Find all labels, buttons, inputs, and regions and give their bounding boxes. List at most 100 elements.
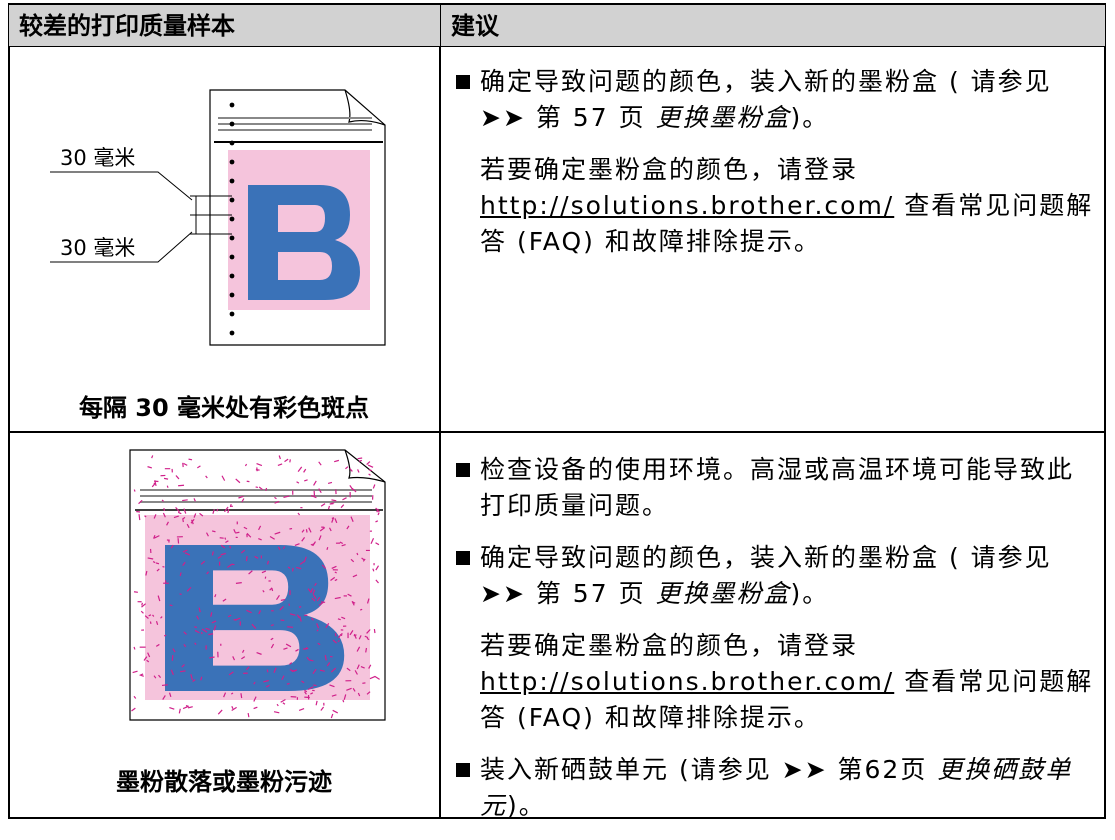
toner-speck [139, 514, 140, 520]
toner-speck [311, 544, 313, 545]
header-cell: 较差的打印质量样本 [9, 5, 440, 46]
toner-speck [162, 685, 168, 686]
toner-speck [142, 603, 143, 606]
advice-cell: 检查设备的使用环境。高湿或高温环境可能导致此打印质量问题。 确定导致问题的颜色，… [442, 452, 1102, 840]
spot [230, 179, 235, 184]
ref-title[interactable]: 更换墨粉盒 [656, 579, 791, 608]
advice-item: 若要确定墨粉盒的颜色，请登录 http://solutions.brother.c… [442, 628, 1102, 736]
toner-speck [183, 518, 184, 522]
toner-speck [248, 713, 249, 717]
toner-speck [369, 470, 372, 471]
toner-speck [341, 633, 342, 636]
toner-speck [212, 531, 215, 532]
toner-speck [180, 594, 182, 595]
spot [230, 160, 235, 165]
page-ref: 第62页 [838, 755, 928, 784]
toner-speck [164, 478, 168, 479]
toner-speck [313, 685, 316, 686]
spot [230, 236, 235, 241]
page: 30 毫米 30 毫米 较差的打印质量样本 建议 每隔 30 毫米处有彩色斑点 … [0, 0, 1115, 820]
toner-speck [234, 620, 237, 621]
toner-speck [167, 486, 168, 488]
toner-speck [236, 583, 242, 584]
text: 若要确定墨粉盒的颜色，请登录 [480, 631, 858, 660]
toner-speck [134, 490, 135, 492]
toner-speck [235, 532, 239, 533]
spot [230, 331, 235, 336]
toner-speck [225, 538, 226, 540]
dimension-label: 30 毫米 [60, 146, 135, 170]
spot [230, 122, 235, 127]
spot [230, 293, 235, 298]
toner-speck [156, 563, 159, 564]
spot [230, 141, 235, 146]
toner-speck [367, 462, 370, 465]
toner-speck [327, 547, 328, 550]
toner-speck [306, 647, 307, 649]
advice-cell: 确定导致问题的颜色，装入新的墨粉盒 ( 请参见 ➤➤ 第 57 页 更换墨粉盒)。… [442, 64, 1102, 276]
toner-speck [164, 508, 165, 511]
toner-speck [208, 634, 213, 635]
toner-speck [335, 633, 336, 636]
toner-speck [172, 655, 173, 661]
spot [230, 198, 235, 203]
sample-spots: 30 毫米 30 毫米 [50, 90, 385, 345]
advice-item: 确定导致问题的颜色，装入新的墨粉盒 ( 请参见 ➤➤ 第 57 页 更换墨粉盒)。 [442, 64, 1102, 136]
page-ref: 第 57 页 [536, 579, 646, 608]
toner-speck [164, 635, 166, 636]
toner-speck [359, 460, 362, 461]
toner-speck [241, 693, 242, 698]
arrow: ➤➤ [480, 103, 526, 132]
dimension-label: 30 毫米 [60, 236, 135, 260]
toner-speck [246, 556, 247, 561]
spot [230, 255, 235, 260]
toner-speck [170, 605, 173, 606]
toner-speck [180, 573, 181, 576]
arrow: ➤➤ [480, 579, 526, 608]
toner-speck [150, 621, 151, 623]
link[interactable]: http://solutions.brother.com/ [480, 667, 894, 696]
header-cell: 建议 [441, 5, 1105, 46]
toner-speck [338, 619, 341, 620]
spot [230, 217, 235, 222]
toner-speck [267, 670, 268, 673]
advice-item: 确定导致问题的颜色，装入新的墨粉盒 ( 请参见 ➤➤ 第 57 页 更换墨粉盒)。 [442, 540, 1102, 612]
sample-caption: 墨粉散落或墨粉污迹 [8, 762, 440, 797]
arrow: ➤➤ [782, 755, 828, 784]
toner-speck [180, 671, 185, 672]
toner-speck [266, 488, 267, 491]
toner-speck [306, 529, 307, 532]
advice-item: 装入新硒鼓单元 (请参见 ➤➤ 第62页 更换硒鼓单元)。 [442, 752, 1102, 824]
text: )。 [507, 791, 546, 820]
toner-speck [366, 648, 367, 652]
toner-speck [368, 465, 373, 467]
text: 装入新硒鼓单元 (请参见 [480, 755, 772, 784]
toner-speck [194, 627, 196, 628]
toner-speck [272, 588, 273, 591]
toner-speck [232, 564, 235, 565]
text: 确定导致问题的颜色，装入新的墨粉盒 ( 请参见 [480, 543, 1052, 572]
text: 检查设备的使用环境。高湿或高温环境可能导致此打印质量问题。 [480, 455, 1074, 520]
page-ref: 第 57 页 [536, 103, 646, 132]
advice-item: 检查设备的使用环境。高湿或高温环境可能导致此打印质量问题。 [442, 452, 1102, 524]
text: )。 [791, 579, 830, 608]
toner-speck [182, 500, 188, 501]
toner-speck [230, 546, 231, 548]
text: 确定导致问题的颜色，装入新的墨粉盒 ( 请参见 [480, 67, 1052, 96]
sample-caption: 每隔 30 毫米处有彩色斑点 [8, 388, 440, 423]
toner-speck [343, 700, 344, 702]
sample-scatter [130, 450, 385, 720]
toner-speck [189, 459, 192, 460]
spot [230, 312, 235, 317]
toner-speck [290, 459, 291, 462]
toner-speck [360, 609, 362, 610]
link[interactable]: http://solutions.brother.com/ [480, 191, 894, 220]
toner-speck [134, 647, 135, 650]
toner-speck [287, 684, 290, 685]
spot [230, 103, 235, 108]
toner-speck [287, 627, 293, 628]
text: )。 [791, 103, 830, 132]
toner-speck [358, 458, 363, 459]
ref-title[interactable]: 更换墨粉盒 [656, 103, 791, 132]
